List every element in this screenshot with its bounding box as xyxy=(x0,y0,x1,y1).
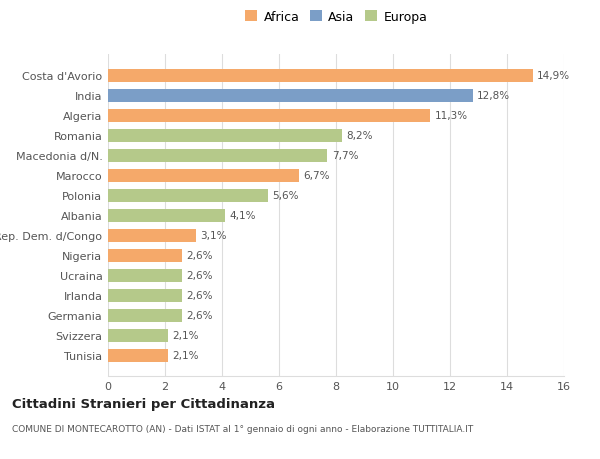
Text: COMUNE DI MONTECAROTTO (AN) - Dati ISTAT al 1° gennaio di ogni anno - Elaborazio: COMUNE DI MONTECAROTTO (AN) - Dati ISTAT… xyxy=(12,425,473,434)
Legend: Africa, Asia, Europa: Africa, Asia, Europa xyxy=(242,9,430,27)
Bar xyxy=(108,189,268,202)
Bar xyxy=(108,269,182,282)
Text: 5,6%: 5,6% xyxy=(272,191,298,201)
Bar xyxy=(108,169,299,182)
Bar xyxy=(108,110,430,123)
Text: 4,1%: 4,1% xyxy=(229,211,256,221)
Bar xyxy=(108,289,182,302)
Text: 2,6%: 2,6% xyxy=(187,270,213,280)
Text: Cittadini Stranieri per Cittadinanza: Cittadini Stranieri per Cittadinanza xyxy=(12,397,275,410)
Text: 11,3%: 11,3% xyxy=(434,111,467,121)
Bar xyxy=(108,309,182,322)
Text: 6,7%: 6,7% xyxy=(303,171,330,181)
Text: 8,2%: 8,2% xyxy=(346,131,373,141)
Bar xyxy=(108,129,342,142)
Text: 2,6%: 2,6% xyxy=(187,310,213,320)
Text: 14,9%: 14,9% xyxy=(537,71,570,81)
Bar xyxy=(108,90,473,102)
Text: 2,1%: 2,1% xyxy=(172,350,199,360)
Bar xyxy=(108,70,533,83)
Bar xyxy=(108,349,168,362)
Bar xyxy=(108,249,182,262)
Text: 3,1%: 3,1% xyxy=(200,231,227,241)
Text: 12,8%: 12,8% xyxy=(477,91,510,101)
Text: 2,1%: 2,1% xyxy=(172,330,199,340)
Text: 7,7%: 7,7% xyxy=(332,151,358,161)
Text: 2,6%: 2,6% xyxy=(187,291,213,301)
Bar xyxy=(108,229,196,242)
Text: 2,6%: 2,6% xyxy=(187,251,213,261)
Bar xyxy=(108,150,328,162)
Bar xyxy=(108,209,225,222)
Bar xyxy=(108,329,168,342)
